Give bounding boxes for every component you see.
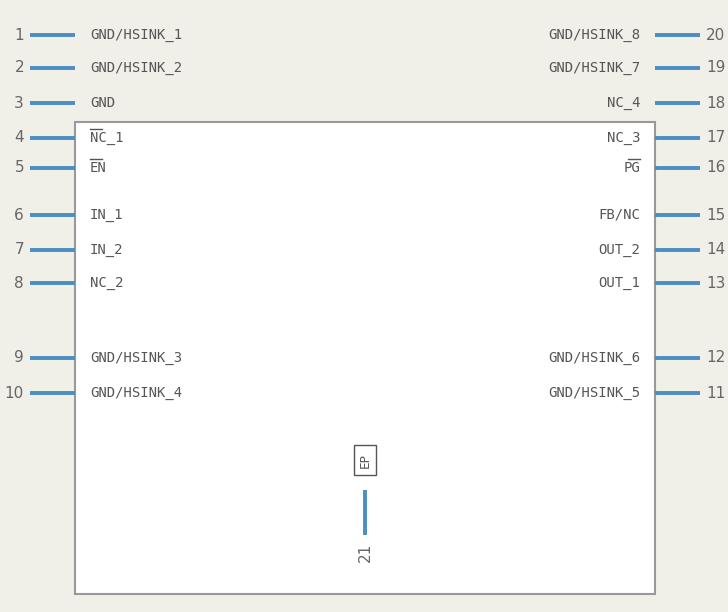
Bar	[75, 122, 655, 594]
Text: GND/HSINK_8: GND/HSINK_8	[548, 28, 640, 42]
Bar	[354, 445, 376, 475]
Text: GND/HSINK_2: GND/HSINK_2	[90, 61, 182, 75]
Text: OUT_1: OUT_1	[598, 276, 640, 290]
Text: 5: 5	[15, 160, 24, 176]
Text: 4: 4	[15, 130, 24, 146]
Text: 10: 10	[5, 386, 24, 400]
Text: IN_2: IN_2	[90, 243, 124, 257]
Text: NC_1: NC_1	[90, 131, 124, 145]
Text: NC_4: NC_4	[606, 96, 640, 110]
Text: 19: 19	[706, 61, 725, 75]
Text: GND/HSINK_5: GND/HSINK_5	[548, 386, 640, 400]
Text: GND/HSINK_7: GND/HSINK_7	[548, 61, 640, 75]
Text: 20: 20	[706, 28, 725, 42]
Text: 21: 21	[357, 543, 373, 562]
Text: FB/NC: FB/NC	[598, 208, 640, 222]
Text: 2: 2	[15, 61, 24, 75]
Text: NC_3: NC_3	[606, 131, 640, 145]
Text: 14: 14	[706, 242, 725, 258]
Text: 17: 17	[706, 130, 725, 146]
Text: GND/HSINK_4: GND/HSINK_4	[90, 386, 182, 400]
Text: GND/HSINK_3: GND/HSINK_3	[90, 351, 182, 365]
Text: 16: 16	[706, 160, 725, 176]
Text: 1: 1	[15, 28, 24, 42]
Text: GND/HSINK_6: GND/HSINK_6	[548, 351, 640, 365]
Text: PG: PG	[623, 161, 640, 175]
Text: GND/HSINK_1: GND/HSINK_1	[90, 28, 182, 42]
Text: 12: 12	[706, 351, 725, 365]
Text: 3: 3	[15, 95, 24, 111]
Text: IN_1: IN_1	[90, 208, 124, 222]
Text: 15: 15	[706, 207, 725, 223]
Text: 6: 6	[15, 207, 24, 223]
Text: GND: GND	[90, 96, 115, 110]
Text: 9: 9	[15, 351, 24, 365]
Text: EP: EP	[358, 452, 371, 468]
Text: 13: 13	[706, 275, 725, 291]
Text: 11: 11	[706, 386, 725, 400]
Text: EN: EN	[90, 161, 107, 175]
Text: NC_2: NC_2	[90, 276, 124, 290]
Text: 8: 8	[15, 275, 24, 291]
Text: 7: 7	[15, 242, 24, 258]
Text: 18: 18	[706, 95, 725, 111]
Text: OUT_2: OUT_2	[598, 243, 640, 257]
